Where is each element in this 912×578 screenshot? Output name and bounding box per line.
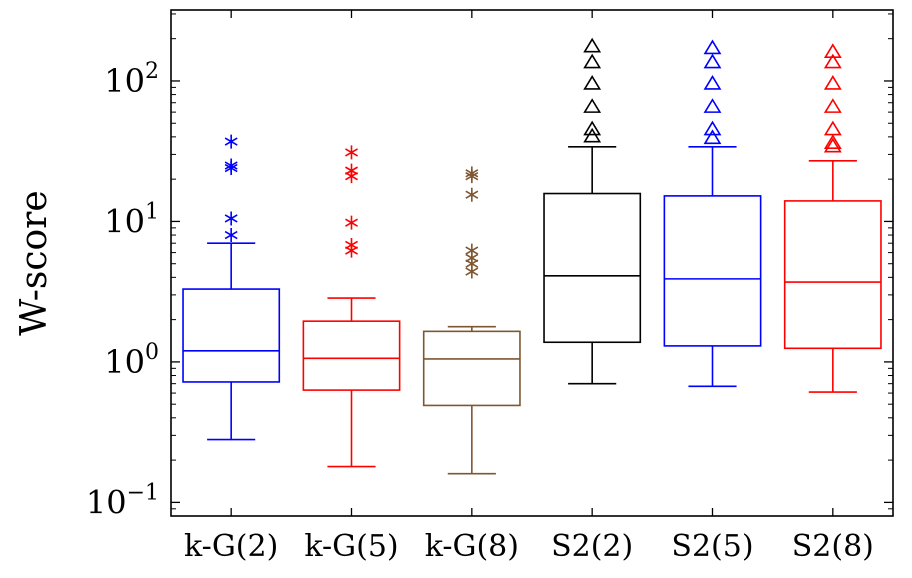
outlier-star	[465, 187, 479, 202]
outlier-star	[465, 166, 479, 181]
box-group	[302, 297, 401, 468]
outlier-triangle	[583, 120, 602, 136]
outlier-star	[345, 163, 358, 178]
iqr-box	[783, 200, 882, 350]
plot-frame	[170, 9, 894, 517]
category-label: S2(8)	[792, 529, 874, 564]
iqr-box	[543, 192, 642, 344]
outlier-star	[345, 215, 358, 230]
iqr-box	[182, 288, 281, 383]
outlier-triangle	[703, 75, 722, 90]
box-group	[182, 242, 281, 441]
outlier-triangle	[703, 53, 722, 69]
outlier-triangle	[703, 39, 722, 55]
outlier-star	[224, 228, 238, 243]
category-label: k-G(2)	[184, 529, 278, 564]
outlier-triangle	[823, 43, 842, 58]
outlier-triangle	[583, 53, 602, 69]
outlier-triangle	[583, 75, 602, 90]
outlier-triangle	[583, 127, 602, 143]
outlier-star	[345, 145, 358, 160]
y-axis-title: W-score	[14, 190, 55, 335]
outlier-triangle	[823, 137, 842, 153]
category-label: k-G(5)	[304, 529, 398, 564]
outlier-triangle	[823, 120, 842, 136]
y-tick-label: 101	[104, 199, 159, 240]
box-group	[663, 145, 762, 388]
outliers	[224, 37, 842, 279]
minor-ticks	[171, 13, 893, 510]
y-tick-label: 100	[104, 340, 159, 381]
outlier-triangle	[703, 120, 722, 136]
box-group	[783, 160, 882, 393]
outlier-star	[224, 158, 238, 173]
iqr-box	[302, 320, 401, 391]
outlier-star	[224, 211, 238, 226]
outlier-star	[224, 134, 238, 149]
box-group	[543, 145, 642, 385]
iqr-box	[663, 195, 762, 347]
boxes	[182, 145, 882, 475]
box-group	[422, 325, 521, 475]
outlier-triangle	[703, 129, 722, 145]
category-label: k-G(8)	[425, 529, 519, 564]
outlier-triangle	[823, 75, 842, 90]
iqr-box	[422, 330, 521, 407]
outlier-star	[465, 243, 479, 258]
major-ticks: 10−1 100 101 102	[86, 10, 893, 521]
y-tick-label: 102	[104, 59, 159, 100]
y-tick-label: 10−1	[86, 480, 159, 521]
outlier-triangle	[703, 98, 722, 113]
outlier-triangle	[823, 134, 842, 149]
outlier-triangle	[583, 37, 602, 53]
category-label: S2(5)	[671, 529, 753, 564]
outlier-triangle	[823, 53, 842, 69]
outlier-triangle	[823, 98, 842, 113]
outlier-star	[345, 237, 358, 252]
outlier-triangle	[583, 98, 602, 113]
category-labels: k-G(2) k-G(5) k-G(8) S2(2) S2(5) S2(8)	[184, 529, 874, 564]
category-label: S2(2)	[551, 529, 633, 564]
